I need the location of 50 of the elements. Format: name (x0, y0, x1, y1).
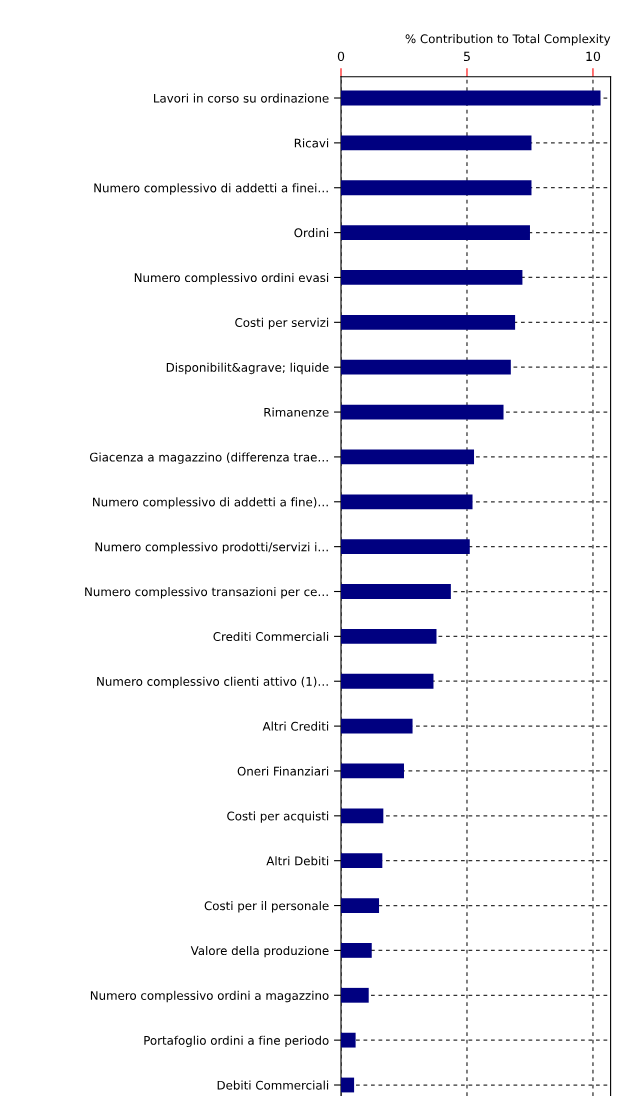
bar (341, 404, 504, 420)
bar (341, 225, 530, 240)
y-tick-label: Rimanenze (264, 407, 329, 417)
y-tick-label: Numero complessivo transazioni per ce… (85, 587, 328, 599)
x-axis-title: % Contribution to Total Complexity (405, 34, 611, 46)
bar (341, 718, 413, 734)
y-tick-label: Altri Debiti (266, 856, 329, 866)
x-tick-label: 5 (463, 51, 470, 62)
bar (341, 494, 473, 510)
y-tick-label: Altri Crediti (262, 721, 329, 731)
bar (341, 270, 523, 285)
y-tick-label: Portafoglio ordini a fine periodo (144, 1035, 329, 1048)
bar (341, 1077, 355, 1093)
bar (341, 673, 434, 689)
y-tick-label: Ordini (294, 228, 329, 238)
bar (341, 90, 601, 106)
x-tick-label: 10 (586, 51, 601, 62)
y-tick-label: Numero complessivo di addetti a fine)… (93, 497, 328, 509)
bar (341, 943, 372, 958)
y-tick-label: Crediti Commerciali (213, 631, 329, 642)
y-tick-label: Numero complessivo prodotti/servizi i… (95, 542, 328, 554)
bar (341, 1032, 356, 1048)
y-tick-label: Debiti Commerciali (217, 1080, 329, 1090)
y-tick-label: Ricavi (294, 138, 329, 148)
y-tick-label: Oneri Finanziari (237, 766, 329, 776)
y-tick-label: Giacenza a magazzino (differenza trae… (89, 452, 328, 464)
y-tick-label: Lavori in corso su ordinazione (154, 93, 329, 103)
bar (341, 987, 369, 1003)
bar (341, 135, 532, 151)
bar (341, 628, 437, 644)
bar (341, 359, 511, 375)
x-tick-label: 0 (337, 51, 345, 62)
bar (341, 898, 380, 913)
y-tick-label: Costi per servizi (235, 317, 329, 330)
bar (341, 539, 470, 555)
bar (341, 763, 404, 779)
bar (341, 180, 532, 196)
bar (341, 808, 384, 824)
y-tick-label: Disponibilit&agrave; liquide (166, 362, 329, 375)
y-tick-label: Numero complessivo ordini evasi (134, 272, 329, 285)
y-tick-label: Numero complessivo di addetti a finei… (94, 183, 328, 195)
y-tick-label: Costi per acquisti (227, 811, 329, 823)
y-tick-label: Numero complessivo ordini a magazzino (90, 990, 329, 1003)
bar (341, 449, 475, 465)
y-tick-label: Valore della produzione (190, 945, 329, 958)
y-tick-label: Costi per il personale (204, 901, 329, 913)
y-tick-label: Numero complessivo clienti attivo (1)… (97, 676, 328, 689)
bar (341, 314, 516, 330)
bar (341, 584, 451, 599)
bar (341, 853, 383, 869)
